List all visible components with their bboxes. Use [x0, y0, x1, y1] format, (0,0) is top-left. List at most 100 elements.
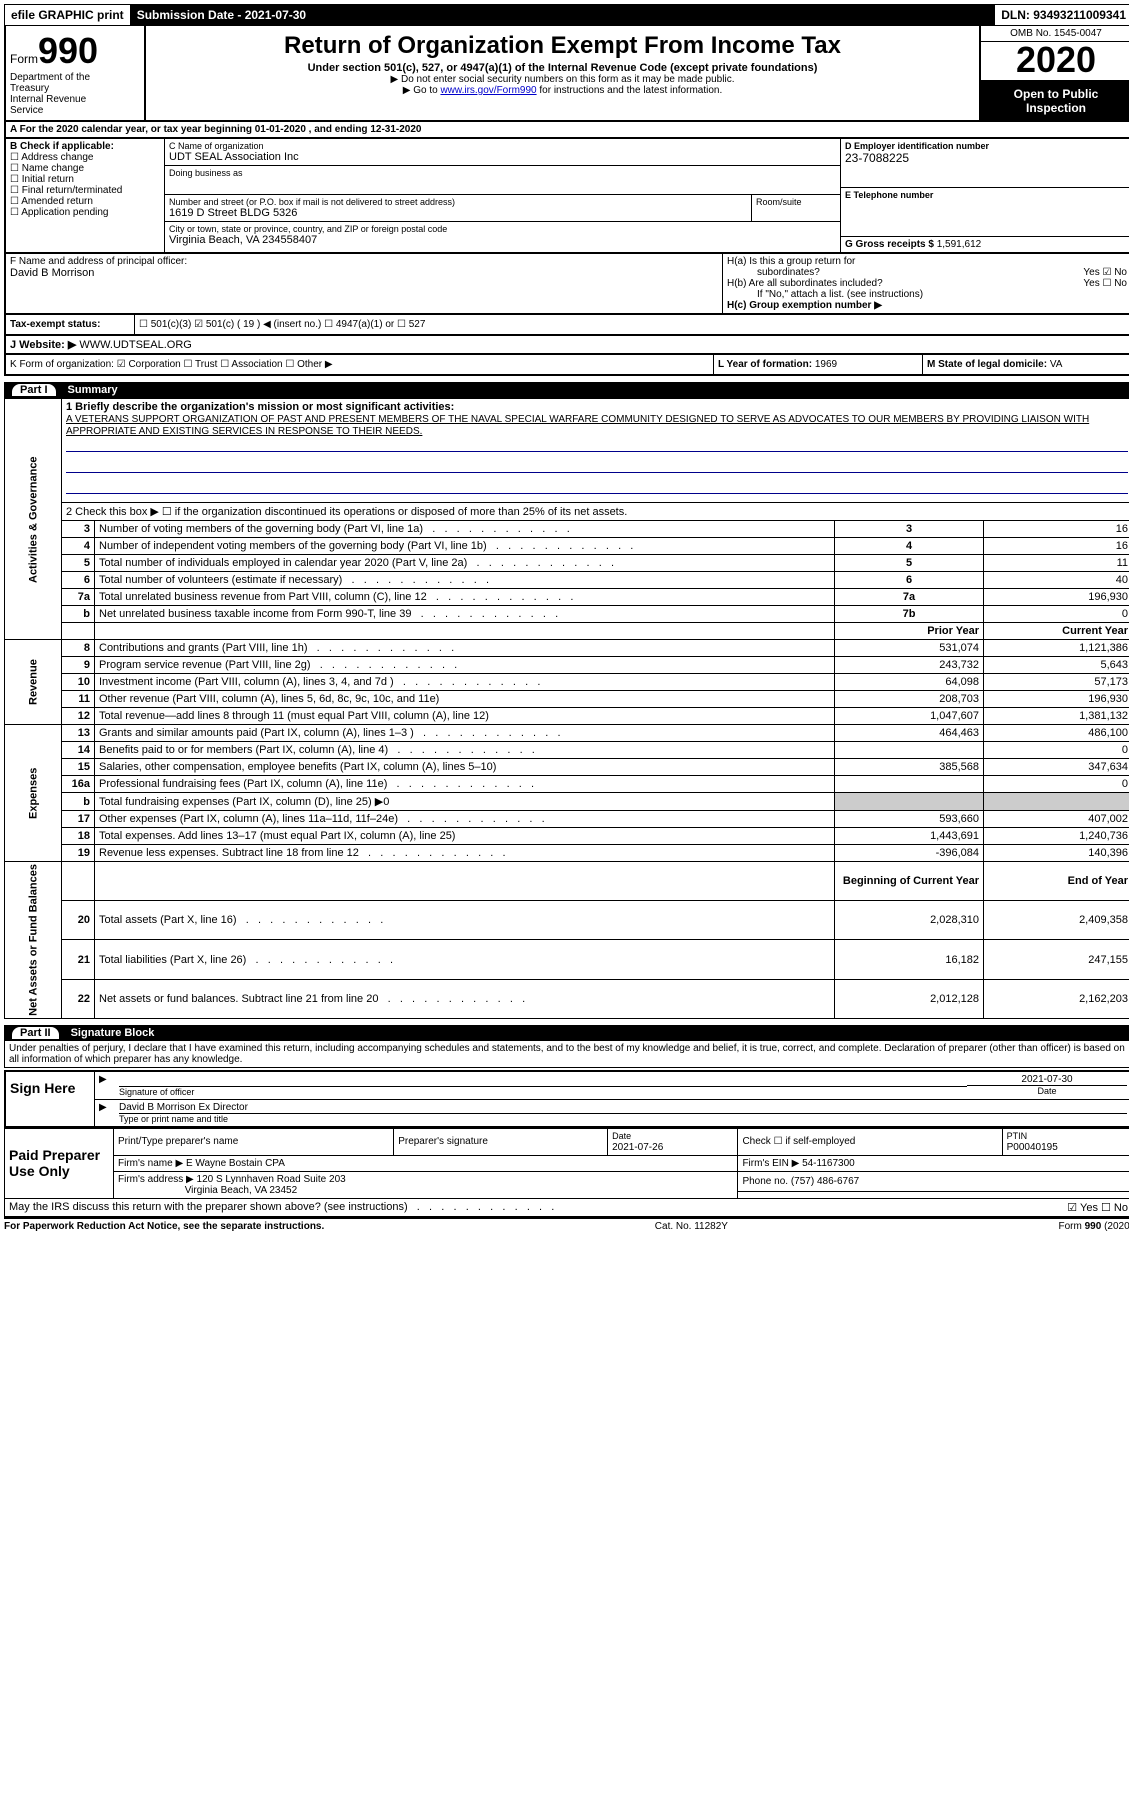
dept1: Department of the — [10, 72, 90, 83]
top-spacer — [313, 5, 995, 25]
g-val: 1,591,612 — [934, 239, 981, 250]
col-m: M State of legal domicile: VA — [923, 355, 1129, 374]
exp-row-16b: bTotal fundraising expenses (Part IX, co… — [5, 793, 1129, 811]
ein-label: Firm's EIN ▶ — [742, 1158, 799, 1169]
b-label: B Check if applicable: — [10, 141, 114, 152]
city-box: City or town, state or province, country… — [165, 222, 840, 248]
line1-label: 1 Briefly describe the organization's mi… — [66, 401, 454, 413]
b-opt-5[interactable]: ☐ Application pending — [10, 207, 160, 218]
tel-box: E Telephone number — [841, 188, 1129, 236]
exp-row-13: Expenses13Grants and similar amounts pai… — [5, 725, 1129, 742]
b-opt-1[interactable]: ☐ Name change — [10, 163, 160, 174]
open2: Inspection — [981, 101, 1129, 115]
gov-label: Activities & Governance — [5, 399, 62, 640]
form-number: Form990 — [10, 30, 140, 72]
d-label: D Employer identification number — [845, 141, 1127, 151]
col-f: F Name and address of principal officer:… — [6, 254, 723, 313]
part1-num: Part I — [12, 384, 56, 396]
sign-here-label: Sign Here — [6, 1072, 95, 1126]
header-left: Form990 Department of the Treasury Inter… — [6, 26, 146, 120]
col-k: K Form of organization: ☑ Corporation ☐ … — [6, 355, 713, 374]
h-b-yn[interactable]: Yes ☐ No — [1083, 278, 1127, 289]
paid-addr2: Virginia Beach, VA 23452 — [185, 1185, 298, 1196]
website-val[interactable]: WWW.UDTSEAL.ORG — [76, 339, 192, 351]
rev-row-11: 11Other revenue (Part VIII, column (A), … — [5, 691, 1129, 708]
footer: For Paperwork Reduction Act Notice, see … — [4, 1217, 1129, 1234]
exp-row-19: 19Revenue less expenses. Subtract line 1… — [5, 845, 1129, 862]
addr-label: Number and street (or P.O. box if mail i… — [169, 197, 747, 207]
c-name-label: C Name of organization — [169, 141, 836, 151]
phone-label: Phone no. — [742, 1176, 788, 1187]
dept-treasury: Department of the Treasury Internal Reve… — [10, 72, 140, 116]
col-b: B Check if applicable: ☐ Address change … — [6, 139, 165, 252]
net-label: Net Assets or Fund Balances — [5, 862, 62, 1019]
form-label: Form — [10, 52, 38, 66]
officer-name: David B Morrison — [10, 267, 718, 279]
part1-header: Part I Summary — [4, 382, 1129, 398]
paid-ptin: P00040195 — [1007, 1142, 1058, 1153]
sig-date: 2021-07-30 — [967, 1074, 1127, 1085]
instr-2: ▶ Go to www.irs.gov/Form990 for instruct… — [150, 85, 975, 96]
sig-line-2: ▶ David B Morrison Ex Director Type or p… — [95, 1100, 1129, 1126]
b-opt-0[interactable]: ☐ Address change — [10, 152, 160, 163]
sig-name-label: Type or print name and title — [119, 1114, 1127, 1124]
exp-row-17: 17Other expenses (Part IX, column (A), l… — [5, 811, 1129, 828]
h-a: H(a) Is this a group return for — [727, 256, 1127, 267]
paid-addr1: 120 S Lynnhaven Road Suite 203 — [197, 1174, 346, 1185]
addr-left: Number and street (or P.O. box if mail i… — [165, 195, 752, 221]
exp-row-18: 18Total expenses. Add lines 13–17 (must … — [5, 828, 1129, 845]
paid-phone: (757) 486-6767 — [791, 1176, 859, 1187]
b-opt-2[interactable]: ☐ Initial return — [10, 174, 160, 185]
paid-selfemp[interactable]: Check ☐ if self-employed — [738, 1128, 1002, 1155]
form-title: Return of Organization Exempt From Incom… — [150, 32, 975, 60]
b-opt-3[interactable]: ☐ Final return/terminated — [10, 185, 160, 196]
b-opt-4[interactable]: ☐ Amended return — [10, 196, 160, 207]
sig-officer-label: Signature of officer — [119, 1086, 967, 1097]
section-bc: B Check if applicable: ☐ Address change … — [4, 139, 1129, 254]
discuss-yn[interactable]: ☑ Yes ☐ No — [1067, 1201, 1128, 1214]
section-klm: K Form of organization: ☑ Corporation ☐ … — [4, 355, 1129, 376]
sig-date-label: Date — [967, 1085, 1127, 1096]
efile-label[interactable]: efile GRAPHIC print — [5, 5, 131, 25]
sign-here-block: Sign Here ▶ Signature of officer 2021-07… — [4, 1070, 1129, 1128]
net-row-21: 21Total liabilities (Part X, line 26)16,… — [5, 940, 1129, 979]
gov-row-4: 4Number of independent voting members of… — [5, 538, 1129, 555]
i-opts[interactable]: ☐ 501(c)(3) ☑ 501(c) ( 19 ) ◀ (insert no… — [135, 315, 1129, 334]
g-label: G Gross receipts $ — [845, 239, 934, 250]
discuss-q: May the IRS discuss this return with the… — [9, 1201, 554, 1214]
part1-title: Summary — [68, 384, 118, 396]
open-public: Open to Public Inspection — [981, 81, 1129, 120]
exp-row-15: 15Salaries, other compensation, employee… — [5, 759, 1129, 776]
ein-box: D Employer identification number 23-7088… — [841, 139, 1129, 188]
open1: Open to Public — [981, 87, 1129, 101]
addr-val: 1619 D Street BLDG 5326 — [169, 207, 747, 219]
f-label: F Name and address of principal officer: — [10, 256, 718, 267]
section-i: Tax-exempt status: ☐ 501(c)(3) ☑ 501(c) … — [4, 315, 1129, 336]
instr2b: for instructions and the latest informat… — [537, 85, 723, 96]
irs-link[interactable]: www.irs.gov/Form990 — [440, 85, 536, 96]
rev-row-8: Revenue8Contributions and grants (Part V… — [5, 640, 1129, 657]
header-mid: Return of Organization Exempt From Incom… — [146, 26, 979, 120]
instr2a: ▶ Go to — [403, 85, 441, 96]
part2-header: Part II Signature Block — [4, 1025, 1129, 1041]
tax-year: 2020 — [981, 42, 1129, 81]
col-l: L Year of formation: 1969 — [713, 355, 923, 374]
name-box: C Name of organization UDT SEAL Associat… — [165, 139, 840, 166]
h-a-yn[interactable]: Yes ☑ No — [1083, 267, 1127, 278]
city-label: City or town, state or province, country… — [169, 224, 836, 234]
gross-box: G Gross receipts $ 1,591,612 — [841, 236, 1129, 252]
exp-row-14: 14Benefits paid to or for members (Part … — [5, 742, 1129, 759]
sig-intro: Under penalties of perjury, I declare th… — [4, 1041, 1129, 1068]
addr-row: Number and street (or P.O. box if mail i… — [165, 195, 840, 222]
instr-1: ▶ Do not enter social security numbers o… — [150, 74, 975, 85]
room-suite: Room/suite — [752, 195, 840, 221]
section-j: J Website: ▶ WWW.UDTSEAL.ORG — [4, 336, 1129, 355]
j-label: J Website: ▶ — [10, 339, 76, 351]
sig-line-1: ▶ Signature of officer 2021-07-30 Date — [95, 1072, 1129, 1100]
exp-row-16a: 16aProfessional fundraising fees (Part I… — [5, 776, 1129, 793]
discuss-row: May the IRS discuss this return with the… — [4, 1199, 1129, 1217]
col-cd: C Name of organization UDT SEAL Associat… — [165, 139, 840, 252]
submission-date: Submission Date - 2021-07-30 — [131, 5, 313, 25]
h-b: H(b) Are all subordinates included?Yes ☐… — [727, 278, 1127, 289]
col-h: H(a) Is this a group return for subordin… — [723, 254, 1129, 313]
